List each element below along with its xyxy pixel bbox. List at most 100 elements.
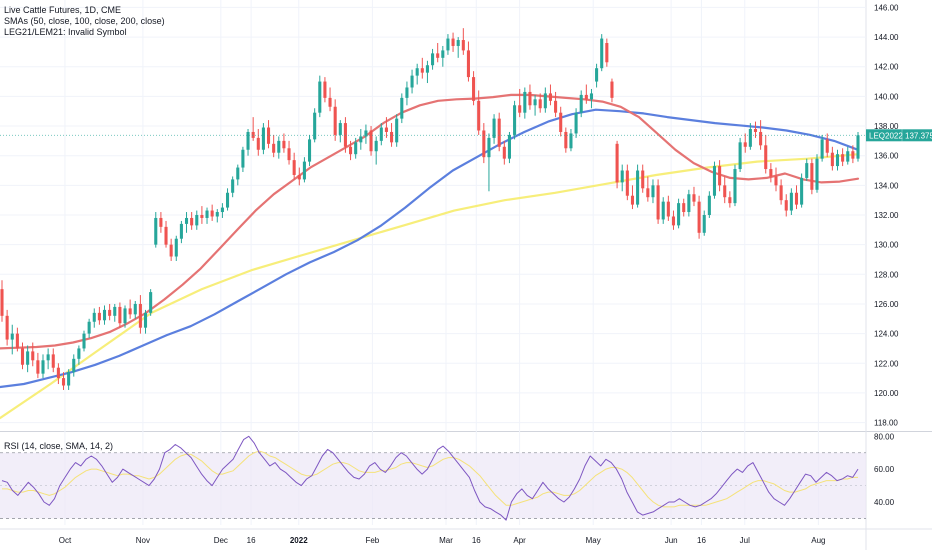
main-legend: Live Cattle Futures, 1D, CME SMAs (50, c… [4,5,165,38]
price-tick-label: 130.00 [874,241,899,250]
candle-body [513,105,517,135]
candle-body [215,212,219,217]
candle-body [487,137,491,158]
candle-body [574,112,578,134]
candle-body [143,312,148,328]
candle-body [856,135,860,159]
candle-body [113,306,117,316]
candle-body [784,200,788,211]
candle-body [67,372,71,386]
candle-body [492,118,496,138]
candle-body [441,50,445,58]
price-tick-label: 134.00 [874,181,899,190]
candle-body [610,81,614,98]
price-tick-label: 132.00 [874,211,899,220]
candle-body [15,333,19,349]
rsi-indicator-label[interactable]: RSI (14, close, SMA, 14, 2) [4,441,114,451]
candle-body [805,163,809,178]
last-price-badge-box [866,129,932,142]
candle-body [46,354,50,361]
price-tick-label: 118.00 [874,419,898,428]
candle-body [548,93,552,101]
candle-body [374,140,378,152]
candle-body [502,146,506,159]
price-tick-label: 124.00 [874,330,899,339]
candle-body [349,146,353,155]
candle-body [5,315,9,340]
candle-body [728,197,732,204]
candle-body [282,140,286,149]
last-price-value: 137.375 [905,131,932,140]
candle-body [410,75,414,88]
candle-body [138,303,142,328]
candle-body [210,210,214,217]
candle-body [625,170,629,196]
axes: 118.00 120.00 122.00 124.00 126.00 128.00 130.… [59,3,899,545]
price-tick-label: 144.00 [874,33,899,42]
spread-indicator-label[interactable]: LEG21/LEM21: Invalid Symbol [4,27,127,37]
candle-body [108,309,112,316]
candle-body [507,134,511,159]
candle-body [405,87,409,98]
candle-body [51,354,55,368]
rsi-ma-line [2,450,858,508]
candle-body [759,131,763,146]
candle-body [61,378,66,386]
candle-body [764,145,768,170]
candles [0,28,860,390]
candle-body [569,133,573,149]
candle-body [77,348,81,359]
candle-body [687,194,691,213]
candle-body [149,292,153,313]
rsi-line [1,435,859,521]
candle-body [697,201,701,233]
candle-body [743,142,747,147]
candle-body [415,68,419,76]
last-price-symbol: LEQ2022 [869,131,903,140]
candle-body [753,129,758,132]
candle-body [579,94,583,113]
candle-body [835,154,840,167]
candle-body [425,65,429,73]
candle-body [656,185,660,220]
candle-body [251,131,255,138]
candle-body [682,203,686,213]
candle-body [671,216,676,226]
candle-body [538,99,542,109]
time-tick-label: Mar [439,536,453,545]
candle-body [605,43,609,63]
time-tick-label: Feb [365,536,379,545]
candle-body [589,93,593,100]
candle-body [779,185,783,201]
candle-body [333,106,337,135]
rsi-tick-label: 40.00 [874,498,895,507]
candle-body [420,68,424,73]
candle-body [118,306,122,324]
time-tick-label: Apr [513,536,526,545]
candle-body [390,131,394,143]
candle-body [733,169,737,204]
candle-body [123,308,127,324]
time-tick-label: May [586,536,601,545]
candle-body [651,185,655,198]
candle-body [584,94,588,100]
candle-body [820,139,824,159]
price-tick-label: 140.00 [874,92,899,101]
candle-body [456,40,460,46]
candle-body [466,50,470,78]
candle-body [379,127,383,141]
candle-body [354,142,358,155]
candle-body [31,351,35,361]
candle-body [26,351,30,365]
candle-body [554,100,558,113]
candle-body [461,40,465,51]
sma-indicator-label[interactable]: SMAs (50, close, 100, close, 200, close) [4,16,165,26]
candle-body [774,176,778,186]
chart-title[interactable]: Live Cattle Futures, 1D, CME [4,5,122,15]
candle-body [748,129,752,147]
candle-body [277,140,281,153]
price-tick-label: 122.00 [874,359,899,368]
candle-body [205,210,209,218]
